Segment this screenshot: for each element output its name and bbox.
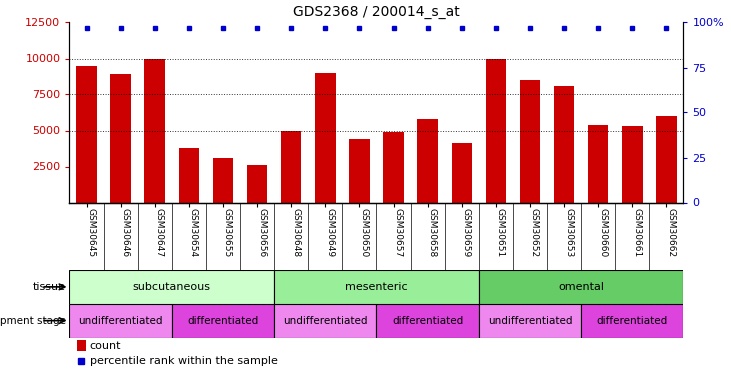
- Bar: [247, 165, 268, 202]
- Bar: [69, 270, 274, 304]
- Text: differentiated: differentiated: [187, 316, 259, 326]
- Text: GSM30650: GSM30650: [360, 208, 368, 257]
- Bar: [274, 270, 479, 304]
- Text: omental: omental: [558, 282, 604, 292]
- Text: percentile rank within the sample: percentile rank within the sample: [89, 356, 278, 366]
- Text: undifferentiated: undifferentiated: [283, 316, 368, 326]
- Bar: [485, 58, 506, 202]
- Text: GSM30646: GSM30646: [121, 208, 129, 257]
- Text: count: count: [89, 341, 121, 351]
- Bar: [376, 304, 479, 338]
- Text: GSM30645: GSM30645: [86, 208, 96, 257]
- Text: differentiated: differentiated: [392, 316, 463, 326]
- Bar: [178, 148, 199, 202]
- Bar: [656, 116, 677, 202]
- Text: undifferentiated: undifferentiated: [78, 316, 163, 326]
- Text: mesenteric: mesenteric: [345, 282, 408, 292]
- Bar: [554, 86, 575, 202]
- Bar: [281, 130, 301, 203]
- Text: GSM30662: GSM30662: [667, 208, 675, 257]
- Text: undifferentiated: undifferentiated: [488, 316, 572, 326]
- Bar: [479, 270, 683, 304]
- Bar: [110, 74, 131, 202]
- Bar: [581, 304, 683, 338]
- Bar: [383, 132, 404, 202]
- Text: subcutaneous: subcutaneous: [133, 282, 211, 292]
- Text: GSM30661: GSM30661: [632, 208, 641, 257]
- Text: GSM30654: GSM30654: [189, 208, 198, 257]
- Text: tissue: tissue: [33, 282, 66, 292]
- Bar: [145, 58, 165, 202]
- Bar: [77, 340, 86, 351]
- Bar: [520, 80, 540, 203]
- Text: GSM30658: GSM30658: [428, 208, 436, 257]
- Text: GSM30651: GSM30651: [496, 208, 505, 257]
- Bar: [479, 304, 581, 338]
- Bar: [622, 126, 643, 202]
- Text: GSM30649: GSM30649: [325, 208, 334, 257]
- Text: GSM30657: GSM30657: [393, 208, 403, 257]
- Text: development stage: development stage: [0, 316, 66, 326]
- Bar: [417, 119, 438, 202]
- Text: GSM30647: GSM30647: [155, 208, 164, 257]
- Bar: [452, 144, 472, 202]
- Bar: [213, 158, 233, 203]
- Text: GSM30648: GSM30648: [291, 208, 300, 257]
- Bar: [315, 73, 336, 202]
- Bar: [274, 304, 376, 338]
- Text: differentiated: differentiated: [596, 316, 668, 326]
- Bar: [172, 304, 274, 338]
- Text: GSM30656: GSM30656: [257, 208, 266, 257]
- Bar: [349, 139, 370, 202]
- Bar: [588, 125, 608, 202]
- Text: GSM30652: GSM30652: [530, 208, 539, 257]
- Text: GSM30659: GSM30659: [462, 208, 471, 257]
- Text: GSM30660: GSM30660: [598, 208, 607, 257]
- Bar: [69, 304, 172, 338]
- Title: GDS2368 / 200014_s_at: GDS2368 / 200014_s_at: [293, 5, 460, 19]
- Text: GSM30655: GSM30655: [223, 208, 232, 257]
- Bar: [76, 66, 96, 203]
- Text: GSM30653: GSM30653: [564, 208, 573, 257]
